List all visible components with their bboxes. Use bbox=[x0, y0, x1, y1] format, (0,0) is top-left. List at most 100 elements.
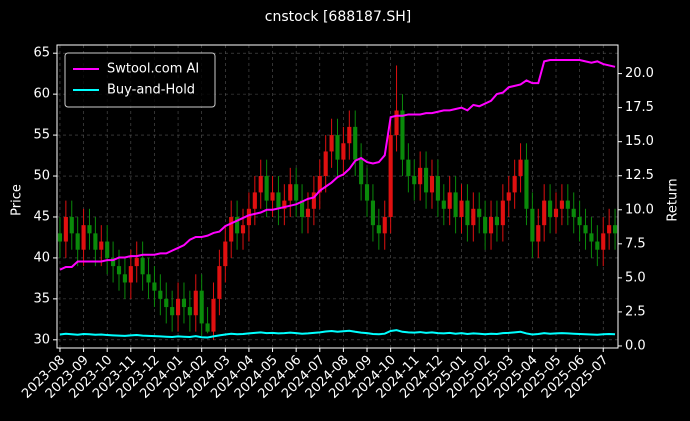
candle-body bbox=[170, 307, 175, 316]
y-tick-label: 55 bbox=[33, 128, 50, 143]
candle-body bbox=[595, 241, 600, 250]
candle-body bbox=[412, 176, 417, 185]
candle-body bbox=[181, 298, 187, 308]
candle-body bbox=[453, 192, 458, 217]
candle-body bbox=[577, 216, 582, 226]
candle-body bbox=[240, 225, 246, 234]
candle-body bbox=[158, 290, 163, 299]
candle-body bbox=[406, 159, 411, 177]
legend-label: Buy-and-Hold bbox=[107, 83, 195, 98]
legend: Swtool.com AI Buy-and-Hold bbox=[64, 52, 216, 108]
candle-body bbox=[223, 241, 228, 267]
candle-body bbox=[187, 307, 192, 316]
y2-tick-label: 17.5 bbox=[625, 100, 654, 115]
candle-body bbox=[317, 176, 322, 193]
candle-body bbox=[276, 192, 281, 209]
candle-body bbox=[87, 225, 92, 234]
candle-body bbox=[99, 241, 104, 250]
y-tick-label: 40 bbox=[33, 250, 50, 265]
candle-body bbox=[300, 200, 305, 217]
plot bbox=[57, 58, 618, 340]
candle-body bbox=[211, 298, 216, 332]
candle-body bbox=[164, 298, 169, 308]
candle-body bbox=[199, 290, 204, 324]
y2-tick-label: 10.0 bbox=[625, 202, 654, 217]
candle-body bbox=[488, 216, 494, 234]
y2-tick-label: 2.5 bbox=[625, 304, 646, 319]
candle-body bbox=[524, 159, 529, 209]
candle-body bbox=[205, 323, 210, 332]
series-line bbox=[59, 58, 616, 271]
candle-body bbox=[542, 200, 547, 226]
candle-body bbox=[477, 208, 482, 217]
candle-body bbox=[530, 208, 535, 242]
candle-body bbox=[506, 192, 511, 201]
candle-body bbox=[447, 192, 452, 209]
candle-body bbox=[152, 282, 157, 291]
candle-body bbox=[536, 225, 541, 242]
y-tick-label: 45 bbox=[33, 209, 50, 224]
candle-body bbox=[288, 184, 293, 201]
candle-body bbox=[93, 233, 98, 250]
candle-body bbox=[418, 167, 423, 185]
candle-body bbox=[394, 110, 399, 136]
candle-body bbox=[258, 176, 263, 193]
y-tick-label: 60 bbox=[33, 87, 50, 102]
candle-body bbox=[571, 208, 576, 217]
candle-body bbox=[424, 167, 429, 193]
candle-body bbox=[483, 216, 488, 234]
candle-body bbox=[500, 200, 505, 226]
candle-body bbox=[370, 200, 375, 226]
candle-body bbox=[565, 200, 570, 209]
y2-tick-label: 0.0 bbox=[625, 338, 646, 353]
candle-body bbox=[359, 159, 364, 185]
candle-body bbox=[441, 200, 446, 209]
candle-body bbox=[435, 176, 440, 201]
candle-body bbox=[63, 216, 68, 242]
candle-body bbox=[111, 257, 116, 267]
candle-body bbox=[282, 200, 287, 209]
candle-body bbox=[341, 143, 346, 160]
candle-body bbox=[559, 200, 564, 209]
candle-body bbox=[459, 200, 464, 217]
candle-body bbox=[329, 135, 334, 152]
y2-tick-label: 15.0 bbox=[625, 134, 654, 149]
candle-body bbox=[429, 176, 435, 193]
candle-body bbox=[57, 233, 63, 242]
candle-body bbox=[607, 225, 612, 234]
candle-body bbox=[364, 184, 370, 201]
legend-label: Swtool.com AI bbox=[107, 62, 199, 77]
candle-body bbox=[193, 290, 198, 316]
candle-body bbox=[601, 233, 606, 250]
candle-body bbox=[305, 208, 311, 217]
candle-body bbox=[548, 200, 553, 217]
candle-body bbox=[140, 257, 145, 275]
y-tick-label: 35 bbox=[33, 291, 50, 306]
series-line bbox=[59, 329, 616, 339]
y-tick-label: 30 bbox=[33, 332, 50, 347]
candle-body bbox=[229, 216, 234, 242]
candle-body bbox=[122, 274, 127, 283]
candle-body bbox=[294, 184, 299, 201]
candle-body bbox=[217, 266, 222, 299]
y2-tick-label: 12.5 bbox=[625, 168, 654, 183]
y2-tick-label: 7.5 bbox=[625, 236, 646, 251]
candle-body bbox=[335, 135, 340, 160]
candle-body bbox=[252, 192, 257, 209]
candle-body bbox=[311, 192, 316, 209]
candle-body bbox=[105, 241, 110, 258]
candle-body bbox=[146, 274, 151, 283]
candle-body bbox=[323, 151, 328, 177]
legend-box bbox=[64, 52, 216, 108]
candle-body bbox=[518, 159, 523, 177]
chart-title: cnstock [688187.SH] bbox=[265, 9, 411, 25]
candle-body bbox=[128, 266, 133, 283]
candle-body bbox=[246, 208, 251, 226]
y-tick-label: 65 bbox=[33, 46, 50, 61]
y2-axis-label: Return bbox=[666, 178, 681, 221]
candle-body bbox=[471, 208, 476, 226]
candle-body bbox=[512, 176, 517, 193]
candle-body bbox=[347, 126, 352, 144]
candle-body bbox=[388, 135, 393, 217]
